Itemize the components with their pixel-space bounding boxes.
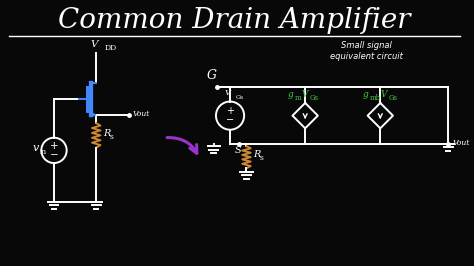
Text: equivalent circuit: equivalent circuit xyxy=(330,52,402,61)
Text: V: V xyxy=(380,90,387,99)
Text: R: R xyxy=(253,150,260,159)
Text: S: S xyxy=(235,146,242,155)
Text: mb: mb xyxy=(370,94,381,102)
Text: V: V xyxy=(301,90,308,99)
Text: Gs: Gs xyxy=(236,95,244,100)
Text: Gs: Gs xyxy=(310,94,319,102)
Text: R: R xyxy=(103,129,110,138)
Text: DD: DD xyxy=(105,44,117,52)
Text: v: v xyxy=(33,143,39,153)
Text: g: g xyxy=(363,90,368,99)
Text: −: − xyxy=(50,149,58,160)
Text: Vout: Vout xyxy=(132,110,150,118)
Text: +: + xyxy=(226,106,234,116)
Text: Gs: Gs xyxy=(389,94,398,102)
Text: Vout: Vout xyxy=(453,139,470,147)
Text: V: V xyxy=(225,89,231,97)
Text: in: in xyxy=(40,148,47,156)
Text: g: g xyxy=(287,90,293,99)
Text: m: m xyxy=(295,94,301,102)
FancyArrowPatch shape xyxy=(167,138,197,153)
Text: V: V xyxy=(91,40,98,49)
Text: s: s xyxy=(109,133,113,141)
Text: −: − xyxy=(226,115,234,125)
Text: +: + xyxy=(50,141,58,151)
Text: Small signal: Small signal xyxy=(341,41,392,50)
Text: G: G xyxy=(206,69,216,82)
Text: Common Drain Amplifier: Common Drain Amplifier xyxy=(58,7,411,34)
Text: s: s xyxy=(260,154,264,162)
